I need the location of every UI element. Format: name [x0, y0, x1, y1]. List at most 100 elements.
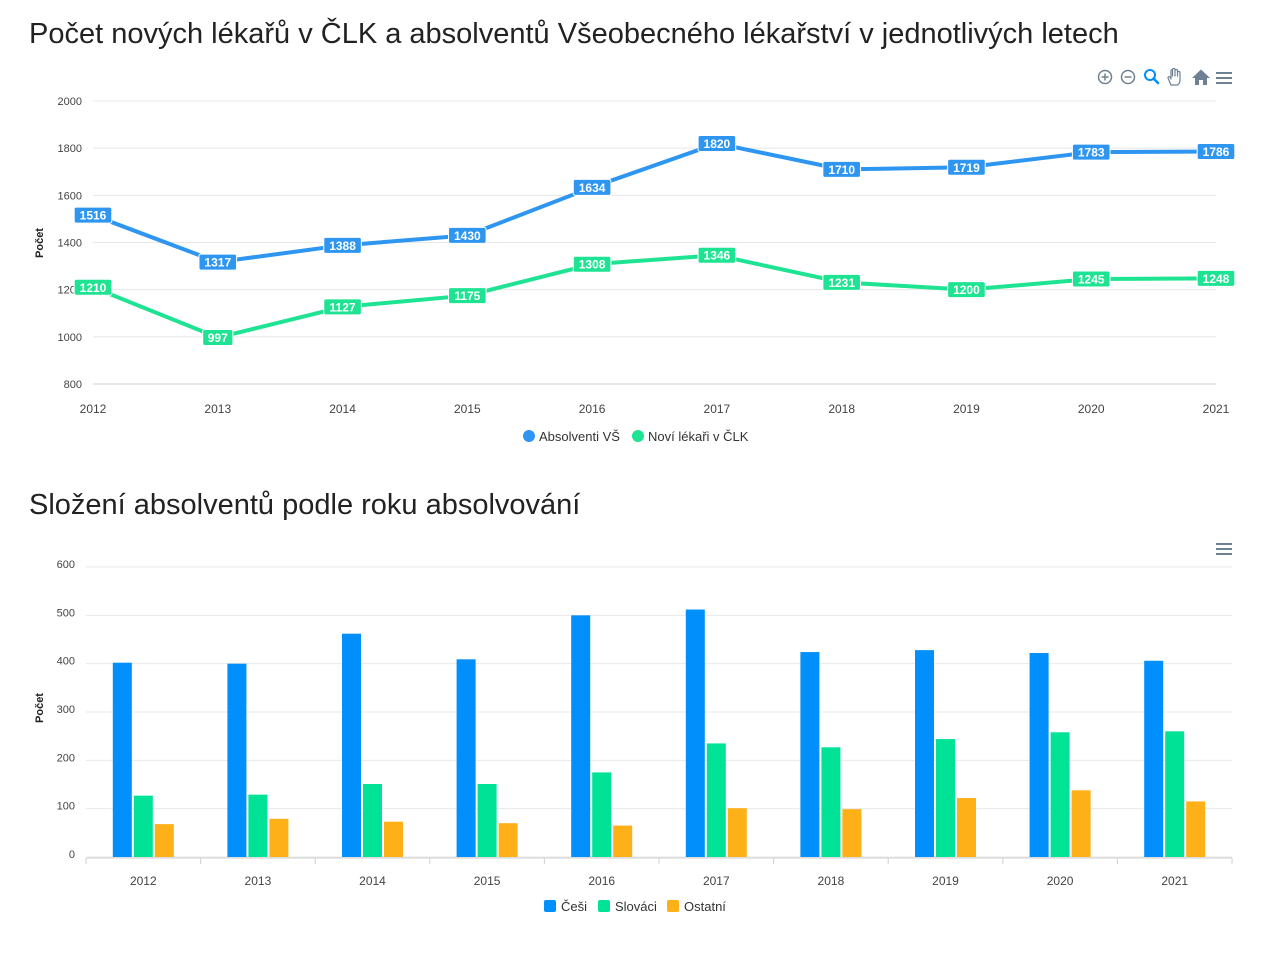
y-axis-title: Počet [34, 228, 46, 258]
x-tick-label: 2016 [588, 874, 615, 888]
pan-icon[interactable] [1167, 67, 1181, 86]
data-label: 997 [202, 329, 234, 347]
data-label-box [572, 255, 612, 273]
data-label-box [822, 273, 861, 291]
data-label-text: 1786 [1203, 145, 1230, 159]
y-tick-label: 2000 [58, 96, 82, 108]
data-label-text: 1210 [80, 281, 107, 295]
bar-3 [727, 808, 747, 857]
data-label-text: 1710 [828, 163, 855, 177]
bar-1 [1029, 653, 1049, 857]
bar-2 [592, 772, 612, 857]
zoom-out-icon[interactable] [1120, 69, 1136, 85]
data-label: 1317 [198, 253, 238, 271]
x-tick-label: 2021 [1203, 402, 1230, 416]
data-label-box [1196, 269, 1236, 287]
data-label-text: 1783 [1078, 146, 1105, 160]
x-tick-label: 2016 [579, 402, 606, 416]
data-label: 1388 [323, 236, 362, 254]
data-label-box [1071, 143, 1111, 161]
data-label-box [822, 160, 861, 178]
menu-icon[interactable] [1216, 543, 1232, 555]
bar-2 [1050, 732, 1070, 857]
data-label: 1786 [1196, 142, 1236, 160]
x-tick-label: 2021 [1161, 874, 1188, 888]
data-label-box [947, 158, 986, 176]
menu-icon[interactable] [1216, 72, 1232, 84]
y-tick-label: 1600 [58, 190, 82, 202]
data-label: 1634 [572, 178, 612, 196]
bar-2 [363, 784, 382, 857]
bar-3 [269, 818, 289, 857]
data-label: 1210 [73, 278, 113, 296]
x-tick-label: 2020 [1047, 874, 1074, 888]
x-tick-label: 2015 [474, 874, 501, 888]
bar-2 [1165, 731, 1185, 857]
data-label-text: 1634 [579, 181, 606, 195]
data-label: 1200 [947, 281, 986, 299]
y-tick-label: 1000 [58, 332, 82, 344]
bar-1 [456, 659, 476, 857]
x-tick-label: 2013 [204, 402, 231, 416]
x-tick-label: 2020 [1078, 402, 1105, 416]
bar-3 [384, 821, 403, 857]
data-label-box [202, 329, 234, 347]
x-tick-label: 2014 [359, 874, 386, 888]
legend-label: Slováci [615, 899, 657, 914]
bar-3 [1071, 790, 1091, 857]
legend-item-2[interactable]: Noví lékaři v ČLK [632, 429, 749, 444]
y-tick-label: 1800 [58, 143, 82, 155]
bar-1 [112, 662, 132, 857]
legend-label: Ostatní [684, 899, 726, 914]
legend-label: Češi [561, 899, 587, 914]
data-label: 1231 [822, 273, 861, 291]
data-label-box [323, 298, 362, 316]
data-label-text: 1719 [953, 161, 980, 175]
x-tick-label: 2017 [704, 402, 731, 416]
y-tick-label: 200 [57, 752, 75, 764]
data-label: 1248 [1196, 269, 1236, 287]
data-label: 1516 [73, 206, 113, 224]
x-tick-label: 2013 [245, 874, 272, 888]
data-label-box [1071, 270, 1111, 288]
zoom-select-icon[interactable] [1144, 69, 1160, 85]
legend-item-1[interactable]: Češi [544, 899, 587, 914]
data-label-text: 1820 [704, 137, 731, 151]
legend-marker [632, 430, 644, 442]
data-label-text: 1248 [1203, 272, 1230, 286]
bar-1 [685, 609, 705, 857]
legend-marker [544, 900, 556, 912]
bar-3 [613, 825, 633, 857]
bar-2 [706, 743, 726, 857]
bar-3 [957, 798, 976, 857]
data-label-text: 1346 [704, 249, 731, 263]
y-axis-title: Počet [34, 693, 46, 723]
legend-item-3[interactable]: Ostatní [667, 899, 726, 914]
bar-1 [1144, 660, 1164, 857]
x-tick-label: 2018 [818, 874, 845, 888]
x-tick-label: 2019 [932, 874, 959, 888]
line-chart-title: Počet nových lékařů v ČLK a absolventů V… [29, 18, 1119, 50]
data-label: 1308 [572, 255, 612, 273]
bar-3 [154, 824, 174, 857]
bar-3 [498, 823, 518, 857]
data-label: 1245 [1071, 270, 1111, 288]
data-label-box [448, 226, 487, 244]
data-label-box [947, 281, 986, 299]
bar-2 [477, 784, 497, 857]
data-label-text: 1127 [330, 300, 356, 314]
y-tick-label: 1400 [58, 238, 82, 250]
data-label-box [198, 253, 238, 271]
legend-marker [598, 900, 610, 912]
legend-item-1[interactable]: Absolventi VŠ [523, 429, 620, 444]
legend-item-2[interactable]: Slováci [598, 899, 657, 914]
bar-2 [133, 795, 153, 857]
data-label-box [448, 287, 487, 305]
bar-1 [227, 663, 247, 857]
data-label-box [1196, 142, 1236, 160]
y-tick-label: 100 [57, 801, 75, 813]
x-tick-label: 2014 [329, 402, 356, 416]
reset-home-icon[interactable] [1192, 69, 1210, 86]
zoom-in-icon[interactable] [1097, 69, 1113, 85]
series-line-1 [91, 141, 1218, 265]
